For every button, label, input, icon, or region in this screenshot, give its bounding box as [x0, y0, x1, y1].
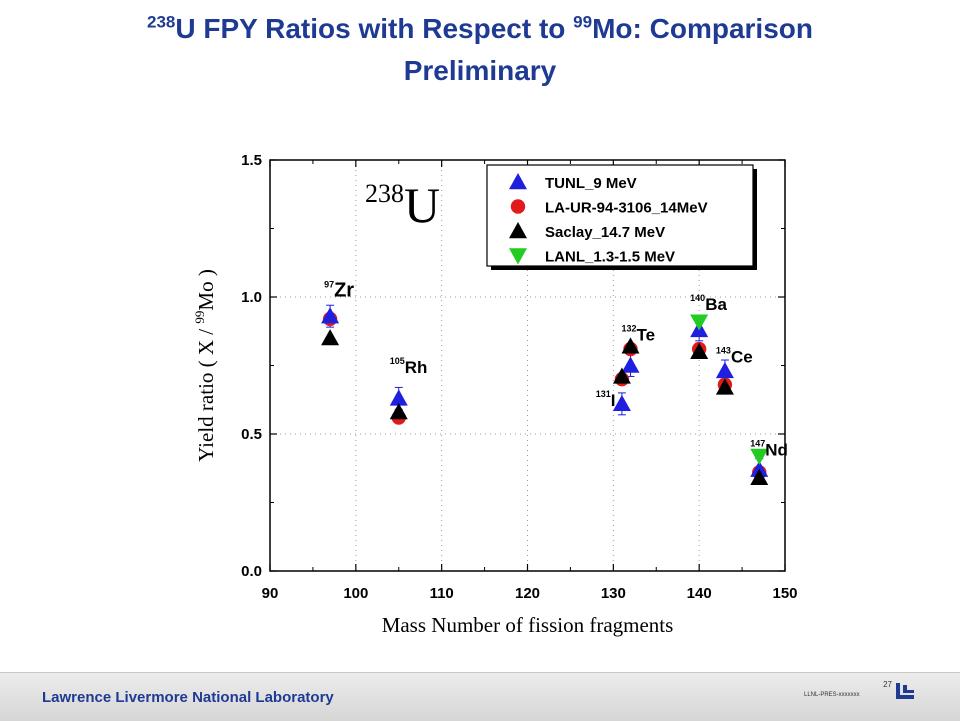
data-point-tunl-9-mev: [715, 361, 734, 379]
legend: TUNL_9 MeV LA-UR-94-3106_14MeV Saclay_14.7…: [486, 164, 757, 270]
legend-entry: LA-UR-94-3106_14MeV: [545, 200, 708, 217]
nuclide-symbol: Te: [637, 325, 656, 344]
y-tick-label: 1.0: [241, 289, 262, 306]
data-point-saclay-14-7-mev: [715, 378, 734, 395]
nuclide-mass: 140: [690, 293, 705, 303]
nuclide-mass: 132: [622, 323, 637, 333]
isotope-inset-label: 238U: [365, 177, 440, 233]
nuclide-mass: 131: [596, 389, 611, 399]
data-point-saclay-14-7-mev: [612, 367, 631, 384]
title-isotope-mass-2: 99: [573, 12, 593, 32]
nuclide-symbol: Ba: [705, 295, 727, 314]
nuclide-label-ba: 140Ba: [690, 293, 727, 314]
legend-marker: [509, 222, 527, 239]
x-tick-label: 120: [515, 585, 540, 602]
llnl-logo-icon: [896, 683, 914, 699]
y-tick-label: 0.0: [241, 563, 262, 580]
nuclide-mass: 143: [716, 345, 731, 355]
y-axis-label-part: Mo ): [194, 269, 218, 310]
lab-name: Lawrence Livermore National Laboratory: [42, 689, 334, 706]
data-point-tunl-9-mev: [321, 307, 340, 324]
page-number: 27: [883, 680, 892, 689]
isotope-inset-mass: 238: [365, 179, 404, 208]
nuclide-mass: 147: [750, 438, 765, 448]
y-axis-label-part: Yield ratio ( X /: [194, 324, 218, 462]
legend-marker: [509, 173, 527, 190]
legend-box: [486, 164, 754, 267]
series-lanl-1-3-1-5-mev: [690, 314, 769, 465]
data-point-tunl-9-mev: [612, 394, 631, 412]
x-tick-label: 110: [430, 585, 454, 602]
x-tick-label: 140: [687, 585, 712, 602]
nuclide-symbol: Ce: [731, 347, 753, 366]
footer-bar: Lawrence Livermore National Laboratory 2…: [0, 672, 960, 721]
legend-entry: Saclay_14.7 MeV: [545, 224, 665, 241]
isotope-inset-symbol: U: [404, 177, 440, 233]
nuclide-label-rh: 105Rh: [390, 356, 428, 377]
slide-title: 238U FPY Ratios with Respect to 99Mo: Co…: [40, 8, 920, 92]
series-saclay-14-7-mev: [321, 329, 769, 486]
nuclide-label-te: 132Te: [622, 323, 656, 344]
data-point-tunl-9-mev: [750, 460, 769, 477]
legend-marker: [510, 199, 526, 214]
data-point-tunl-9-mev: [389, 389, 408, 406]
nuclide-label-nd: 147Nd: [750, 438, 788, 459]
title-text-2: Mo: Comparison: [592, 13, 813, 44]
data-point-lanl-1-3-1-5-mev: [750, 448, 769, 465]
legend-marker: [509, 248, 527, 265]
data-point-saclay-14-7-mev: [750, 468, 769, 486]
x-tick-label: 130: [601, 585, 626, 602]
data-point-saclay-14-7-mev: [621, 337, 640, 354]
x-tick-label: 150: [772, 585, 797, 602]
data-point-saclay-14-7-mev: [690, 342, 709, 359]
nuclide-symbol: Rh: [405, 358, 428, 377]
y-tick-label: 0.5: [241, 426, 262, 443]
y-axis-label-sup: 99: [192, 311, 207, 324]
title-line-2: Preliminary: [403, 55, 557, 86]
nuclide-symbol: I: [611, 391, 616, 410]
nuclide-symbol: Zr: [334, 280, 354, 302]
nuclide-mass: 105: [390, 356, 405, 366]
yield-ratio-chart: 90 100 110 120 130 140 150 0.0 0.5 1.0 1.5 Mass Num…: [192, 152, 798, 637]
document-code: LLNL-PRES-xxxxxxx: [804, 692, 860, 698]
data-point-tunl-9-mev: [621, 356, 640, 373]
legend-entry: LANL_1.3-1.5 MeV: [545, 249, 675, 266]
x-tick-label: 100: [343, 585, 368, 602]
nuclide-symbol: Nd: [765, 440, 788, 459]
title-text-1: U FPY Ratios with Respect to: [175, 13, 574, 44]
x-axis-label: Mass Number of fission fragments: [382, 613, 674, 637]
nuclide-mass: 97: [324, 280, 334, 290]
y-tick-label: 1.5: [241, 152, 262, 169]
legend-entry: TUNL_9 MeV: [545, 175, 637, 192]
series-tunl-9-mev: [321, 307, 769, 477]
data-point-saclay-14-7-mev: [321, 329, 340, 346]
nuclide-label-i: 131I: [596, 389, 616, 410]
title-isotope-mass: 238: [147, 12, 176, 32]
nuclide-label-zr: 97Zr: [324, 280, 354, 302]
data-point-lanl-1-3-1-5-mev: [690, 314, 709, 331]
x-tick-label: 90: [262, 585, 279, 602]
nuclide-label-ce: 143Ce: [716, 345, 753, 366]
data-point-saclay-14-7-mev: [389, 403, 408, 420]
y-axis-label: Yield ratio ( X / 99Mo ): [192, 269, 218, 462]
